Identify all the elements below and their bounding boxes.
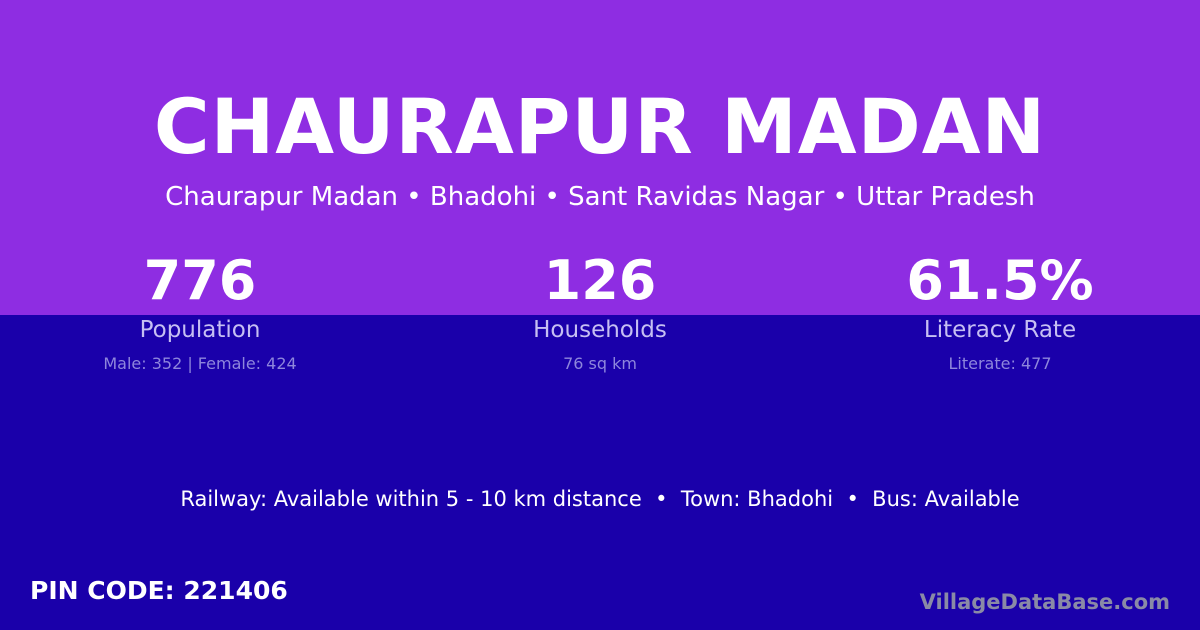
stat-value: 61.5% (906, 249, 1094, 312)
page-title: CHAURAPUR MADAN (153, 82, 1047, 171)
stat-label: Households (533, 317, 667, 343)
stat-detail: Literate: 477 (948, 354, 1052, 373)
facilities-line: Railway: Available within 5 - 10 km dist… (180, 487, 1020, 511)
header-band (0, 0, 1200, 315)
stat-literacy: 61.5% Literacy Rate Literate: 477 (800, 248, 1200, 373)
stat-population: 776 Population Male: 352 | Female: 424 (0, 248, 400, 373)
stat-label: Population (139, 317, 261, 343)
stat-households: 126 Households 76 sq km (400, 248, 800, 373)
location-breadcrumb: Chaurapur Madan • Bhadohi • Sant Ravidas… (165, 182, 1035, 212)
stat-value: 126 (543, 249, 657, 312)
stat-value: 776 (143, 249, 257, 312)
stat-detail: Male: 352 | Female: 424 (103, 354, 297, 373)
stat-detail: 76 sq km (563, 354, 637, 373)
brand-logo: VillageDataBase.com (919, 590, 1170, 614)
pin-code: PIN CODE: 221406 (30, 576, 288, 605)
stat-label: Literacy Rate (923, 317, 1077, 343)
